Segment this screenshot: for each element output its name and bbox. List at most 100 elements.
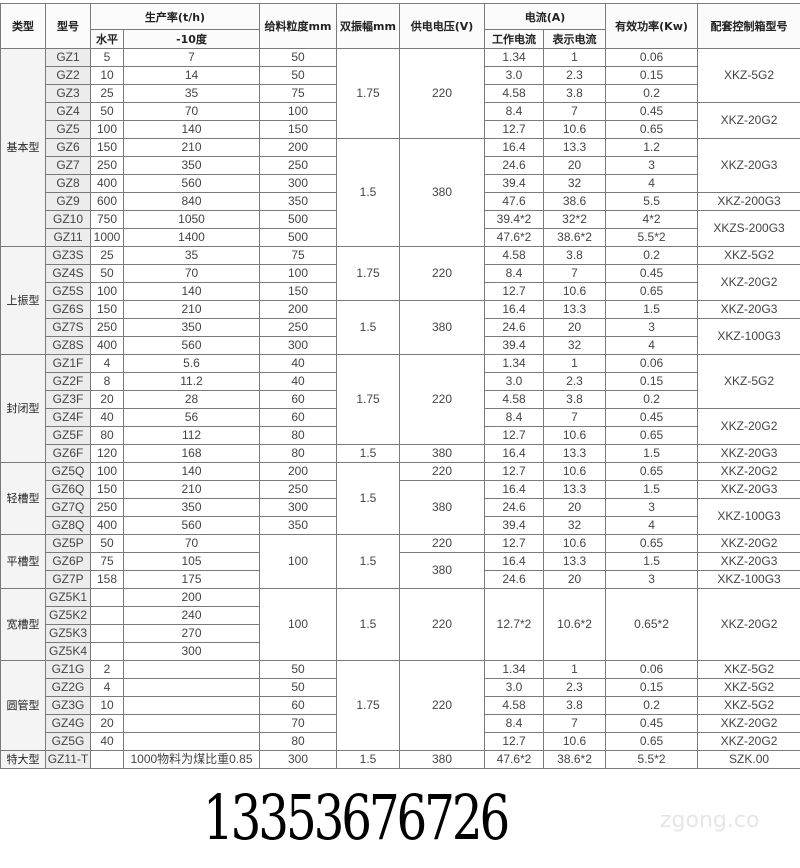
cell-working-current: 24.6 — [484, 570, 545, 589]
cell-indicated-current: 7 — [543, 264, 607, 283]
cell-power: 1.5 — [605, 444, 699, 463]
cell-power: 0.65 — [605, 732, 699, 751]
cell-voltage: 220 — [399, 660, 486, 751]
cell-voltage: 220 — [399, 462, 486, 481]
cell-minus10 — [122, 714, 261, 733]
cell-indicated-current: 32*2 — [543, 210, 607, 229]
cell-model: GZ5K3 — [45, 624, 91, 643]
cell-minus10: 140 — [122, 120, 261, 139]
cell-model: GZ11 — [45, 228, 91, 247]
cell-minus10: 7 — [122, 48, 261, 67]
cell-model: GZ7 — [45, 156, 91, 175]
cell-indicated-current: 32 — [543, 336, 607, 355]
cell-minus10: 840 — [122, 192, 261, 211]
cell-horizontal: 20 — [90, 714, 124, 733]
table-row: GZ7S 250 350 250 24.6 20 3 XKZ-100G3 — [1, 318, 800, 355]
table-row: GZ5K4 300 — [1, 642, 800, 661]
cell-voltage: 220 — [399, 534, 486, 553]
table-row: GZ5S 100 140 150 12.7 10.6 0.65 — [1, 282, 800, 301]
cell-working-current: 1.34 — [484, 660, 545, 679]
cell-model: GZ1F — [45, 354, 91, 373]
cell-working-current: 12.7*2 — [484, 588, 545, 661]
cell-power: 1.2 — [605, 138, 699, 157]
table-row: GZ11 1000 1400 500 47.6*2 38.6*2 5.5*2 — [1, 228, 800, 247]
cell-horizontal: 10 — [90, 66, 124, 85]
cell-minus10: 350 — [122, 498, 261, 517]
cell-indicated-current: 13.3 — [543, 300, 607, 319]
table-row: GZ2 10 14 50 3.0 2.3 0.15 — [1, 66, 800, 85]
cell-feed-size: 60 — [259, 696, 338, 715]
header-type: 类型 — [0, 3, 46, 49]
cell-control-box: XKZ-20G2 — [697, 264, 800, 301]
header-power: 有效功率(Kw) — [605, 3, 699, 49]
cell-power: 3 — [605, 498, 699, 517]
cell-working-current: 8.4 — [484, 102, 545, 121]
header-subrow: 水平 -10度 工作电流 表示电流 — [1, 29, 800, 49]
cell-minus10: 56 — [122, 408, 261, 427]
cell-horizontal: 2 — [90, 660, 124, 679]
cell-feed-size: 300 — [259, 174, 338, 193]
cell-voltage: 220 — [399, 48, 486, 139]
cell-control-box: XKZS-200G3 — [697, 210, 800, 247]
cell-type: 基本型 — [0, 48, 46, 247]
cell-power: 0.45 — [605, 714, 699, 733]
cell-feed-size: 250 — [259, 480, 338, 499]
cell-power: 0.15 — [605, 66, 699, 85]
cell-amplitude: 1.5 — [336, 300, 401, 355]
header-minus10: -10度 — [122, 29, 261, 49]
cell-power: 0.2 — [605, 696, 699, 715]
cell-horizontal: 20 — [90, 390, 124, 409]
table-row: GZ6F 120 168 80 1.5 380 16.4 13.3 1.5 XKZ-20G3 — [1, 444, 800, 463]
cell-working-current: 16.4 — [484, 138, 545, 157]
cell-working-current: 47.6*2 — [484, 228, 545, 247]
table-row: GZ5K2 240 — [1, 606, 800, 625]
cell-power: 0.2 — [605, 84, 699, 103]
cell-feed-size: 70 — [259, 714, 338, 733]
cell-model: GZ7S — [45, 318, 91, 337]
cell-power: 5.5 — [605, 192, 699, 211]
cell-amplitude: 1.5 — [336, 462, 401, 535]
cell-type: 封闭型 — [0, 354, 46, 463]
cell-working-current: 24.6 — [484, 318, 545, 337]
cell-minus10: 350 — [122, 318, 261, 337]
cell-working-current: 12.7 — [484, 282, 545, 301]
cell-indicated-current: 32 — [543, 516, 607, 535]
cell-model: GZ5Q — [45, 462, 91, 481]
cell-feed-size: 300 — [259, 336, 338, 355]
cell-horizontal: 400 — [90, 516, 124, 535]
header-current: 电流(A) — [484, 3, 607, 30]
header-feed-size: 给料粒度mm — [259, 3, 338, 49]
cell-minus10: 35 — [122, 84, 261, 103]
cell-working-current: 3.0 — [484, 66, 545, 85]
cell-horizontal — [90, 642, 124, 661]
table-row: 宽槽型 GZ5K1 200 100 1.5 220 12.7*2 10.6*2 0.65*2 XK… — [0, 588, 800, 661]
cell-power: 0.45 — [605, 264, 699, 283]
cell-model: GZ2F — [45, 372, 91, 391]
cell-working-current: 16.4 — [484, 300, 545, 319]
cell-feed-size: 50 — [259, 678, 338, 697]
cell-indicated-current: 20 — [543, 156, 607, 175]
table-row: GZ2F 8 11.2 40 3.0 2.3 0.15 — [1, 372, 800, 391]
cell-minus10 — [122, 660, 261, 679]
cell-horizontal — [90, 750, 124, 769]
table-row: GZ2G 4 50 3.0 2.3 0.15 XKZ-5G2 — [1, 678, 800, 697]
cell-power: 5.5*2 — [605, 228, 699, 247]
cell-control-box: XKZ-20G2 — [697, 534, 800, 553]
cell-minus10: 14 — [122, 66, 261, 85]
cell-model: GZ4 — [45, 102, 91, 121]
cell-control-box: XKZ-20G2 — [697, 408, 800, 445]
cell-horizontal — [90, 588, 124, 607]
cell-minus10: 112 — [122, 426, 261, 445]
cell-amplitude: 1.5 — [336, 750, 401, 769]
cell-control-box: XKZ-5G2 — [697, 354, 800, 409]
cell-indicated-current: 10.6 — [543, 120, 607, 139]
cell-indicated-current: 10.6*2 — [543, 588, 607, 661]
cell-feed-size: 200 — [259, 138, 338, 157]
table-row: GZ6Q 150 210 250 380 16.4 13.3 1.5 XKZ-20G3 — [1, 480, 800, 535]
cell-minus10: 200 — [122, 588, 261, 607]
cell-power: 4*2 — [605, 210, 699, 229]
cell-type: 圆管型 — [0, 660, 46, 751]
cell-power: 0.65 — [605, 120, 699, 139]
cell-amplitude: 1.75 — [336, 354, 401, 445]
cell-feed-size: 200 — [259, 300, 338, 319]
